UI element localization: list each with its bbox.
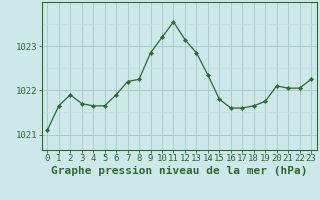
- X-axis label: Graphe pression niveau de la mer (hPa): Graphe pression niveau de la mer (hPa): [51, 166, 308, 176]
